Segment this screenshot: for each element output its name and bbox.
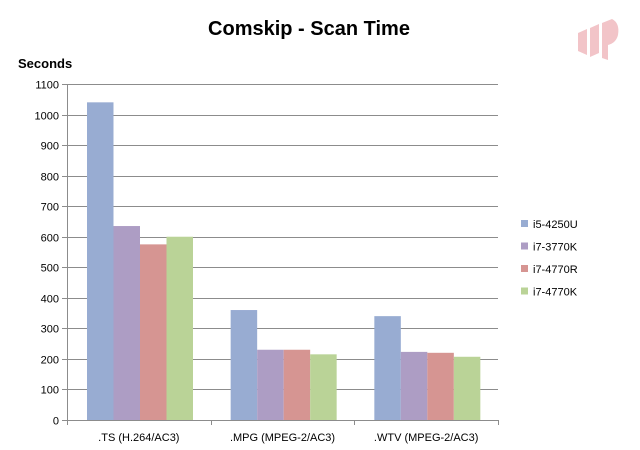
y-tick-label: 500 <box>41 263 59 275</box>
x-tick-label: .MPG (MPEG-2/AC3) <box>230 432 335 444</box>
bar-i7-4770K-0 <box>166 236 193 420</box>
bar-i7-4770K-1 <box>310 354 337 420</box>
bar-i7-4770K-2 <box>453 356 481 420</box>
bar-i7-3770K-0 <box>113 226 140 420</box>
chart-title: Comskip - Scan Time <box>208 18 410 40</box>
bar-i7-4770R-2 <box>427 352 454 420</box>
legend-label: i7-3770K <box>533 242 578 254</box>
x-tick-label: .TS (H.264/AC3) <box>98 432 179 444</box>
legend-label: i5-4250U <box>533 219 578 231</box>
x-axis-ticks: .TS (H.264/AC3) .MPG (MPEG-2/AC3) .WTV (MP… <box>67 420 499 444</box>
y-tick-label: 800 <box>41 172 59 184</box>
y-tick-label: 100 <box>41 385 59 397</box>
y-tick-label: 0 <box>53 416 59 428</box>
y-tick-label: 600 <box>41 233 59 245</box>
y-tick-label: 400 <box>41 294 59 306</box>
y-tick-label: 200 <box>41 355 59 367</box>
bar-i7-4770R-0 <box>140 244 167 420</box>
legend: i5-4250U i7-3770K i7-4770R i7-4770K <box>521 219 578 299</box>
bar-i7-4770R-1 <box>283 349 311 420</box>
legend-label: i7-4770K <box>533 287 578 299</box>
bar-i7-3770K-1 <box>257 349 284 420</box>
legend-swatch <box>521 242 528 250</box>
y-tick-label: 700 <box>41 202 59 214</box>
y-tick-label: 900 <box>41 141 59 153</box>
bar-i5-4250U-2 <box>374 316 401 420</box>
bar-i7-3770K-2 <box>400 351 428 420</box>
y-tick-label: 300 <box>41 324 59 336</box>
legend-swatch <box>521 220 528 227</box>
legend-swatch <box>521 287 528 295</box>
bar-i5-4250U-1 <box>230 310 258 420</box>
y-tick-label: 1000 <box>35 111 59 123</box>
axes <box>67 84 498 421</box>
y-axis-label: Seconds <box>18 56 72 71</box>
legend-swatch <box>521 265 528 272</box>
bars <box>87 102 481 420</box>
y-axis-ticks: 0 100 200 300 400 500 600 700 800 900 1000 1100 <box>35 80 67 428</box>
x-tick-label: .WTV (MPEG-2/AC3) <box>374 432 479 444</box>
bar-i5-4250U-0 <box>87 102 114 420</box>
y-tick-label: 1100 <box>35 80 59 92</box>
legend-label: i7-4770R <box>533 264 578 276</box>
brand-logo-icon <box>578 19 619 60</box>
